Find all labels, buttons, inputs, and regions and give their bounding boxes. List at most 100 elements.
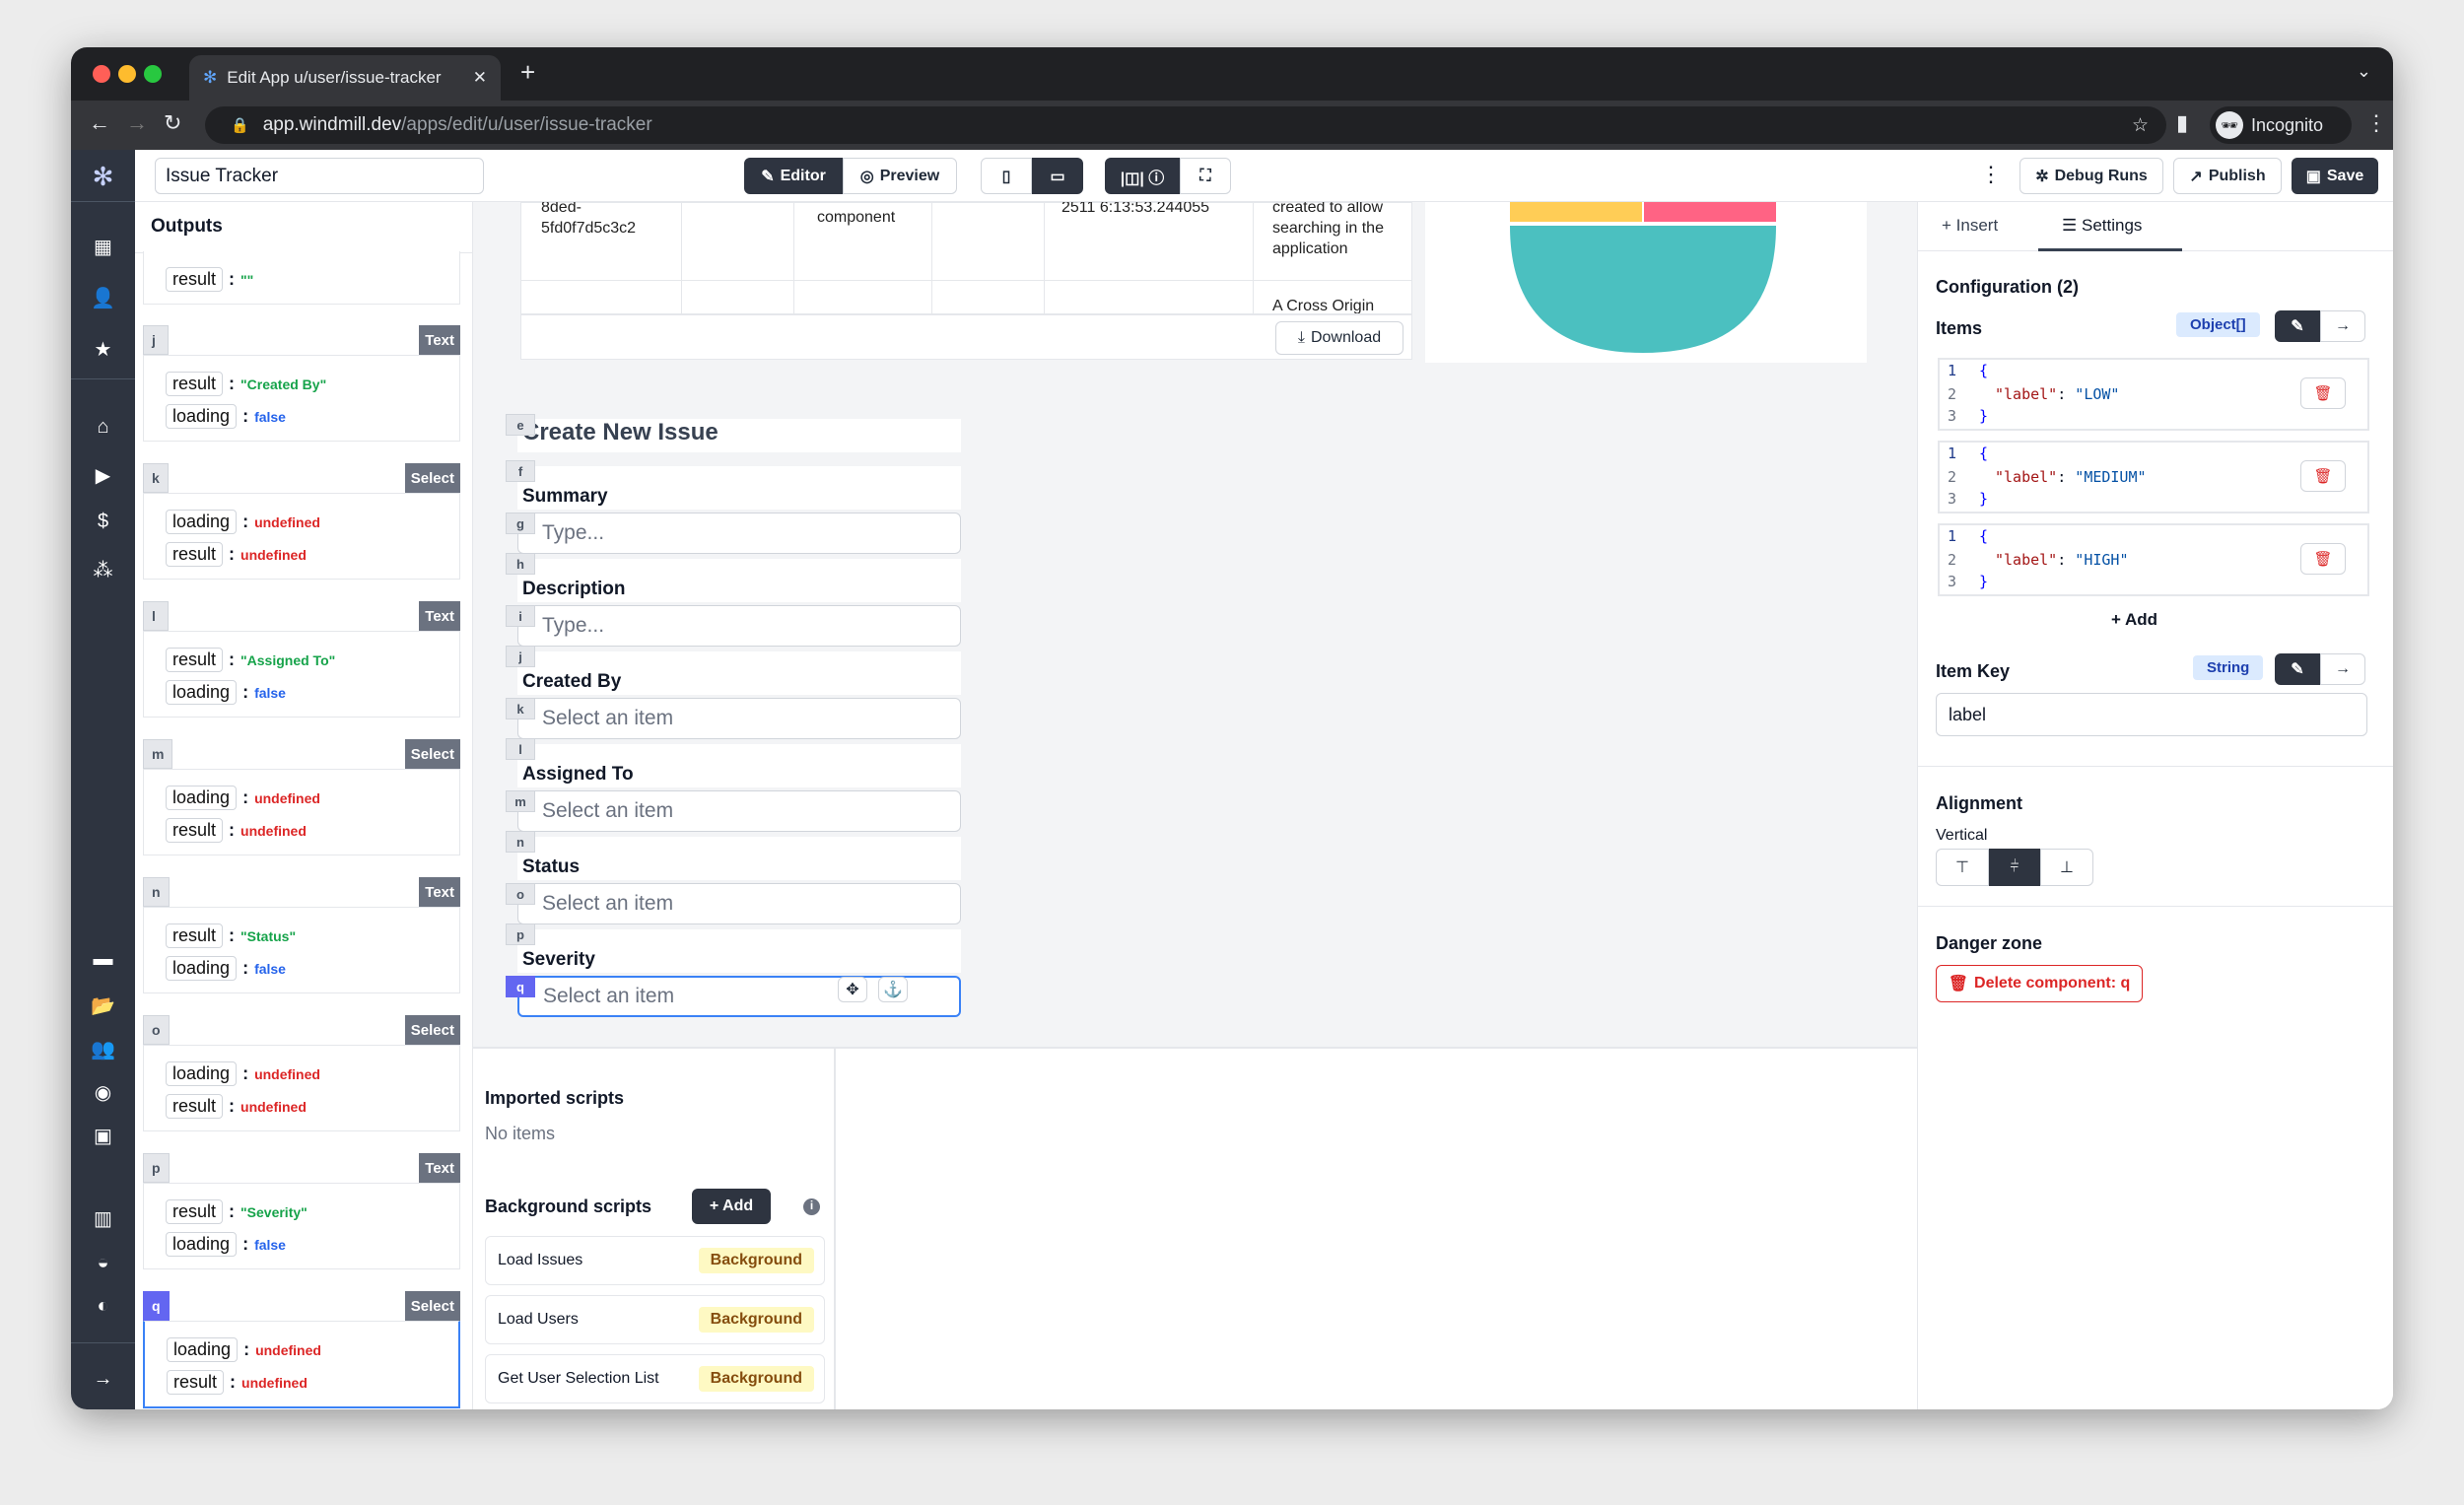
component-id-badge[interactable]: i (506, 605, 535, 627)
close-tab-icon[interactable]: ✕ (472, 68, 487, 87)
component-id-badge[interactable]: j (506, 646, 535, 667)
output-key[interactable]: loading (166, 1232, 238, 1257)
component-id-badge[interactable]: k (143, 463, 169, 493)
field-input[interactable]: Type... (517, 605, 961, 647)
output-key[interactable]: loading (166, 786, 238, 810)
pie-slice[interactable] (1644, 202, 1776, 222)
back-icon[interactable]: ← (89, 110, 110, 135)
forward-icon[interactable]: → (126, 110, 148, 135)
fullscreen-button[interactable]: ⛶ (1180, 158, 1231, 194)
item-key-input[interactable]: label (1936, 693, 2367, 736)
component-id-badge[interactable]: g (506, 513, 535, 534)
minimize-window-button[interactable] (118, 65, 136, 83)
windmill-logo-icon[interactable]: ✻ (92, 162, 114, 191)
component-id-badge[interactable]: h (506, 553, 535, 575)
align-center-button[interactable]: ⫩ (1989, 849, 2040, 886)
info-icon[interactable]: i (803, 1198, 820, 1215)
user-icon[interactable]: 👤 (91, 288, 115, 309)
url-field[interactable]: 🔒 app.windmill.dev/apps/edit/u/user/issu… (205, 106, 2166, 144)
add-background-script-button[interactable]: + Add (692, 1189, 771, 1224)
delete-item-button[interactable]: 🗑 (2300, 460, 2346, 492)
delete-component-button[interactable]: 🗑 Delete component: q (1936, 965, 2143, 1002)
expand-sidebar-icon[interactable]: → (93, 1368, 113, 1390)
browser-menu-icon[interactable]: ⋮ (2365, 110, 2387, 135)
mobile-view-button[interactable]: ▯ (981, 158, 1032, 194)
more-menu-icon[interactable]: ⋮ (1980, 162, 2002, 186)
side-panel-icon[interactable]: ▮ (2176, 110, 2189, 135)
editor-mode-button[interactable]: ✎ Editor (744, 158, 843, 194)
close-window-button[interactable] (93, 65, 110, 83)
field-input[interactable]: Select an item (517, 883, 961, 924)
component-id-badge[interactable]: q (506, 976, 535, 997)
output-key[interactable]: result (167, 1370, 225, 1395)
profile-button[interactable]: 🕶 Incognito (2210, 106, 2352, 144)
anchor-icon[interactable]: ⚓ (878, 977, 908, 1002)
move-handle-icon[interactable]: ✥ (838, 977, 867, 1002)
add-item-button[interactable]: + Add (2111, 610, 2158, 629)
bookmark-star-icon[interactable]: ☆ (2131, 114, 2149, 136)
component-id-badge[interactable]: f (506, 460, 535, 482)
home-icon[interactable]: ⌂ (97, 416, 109, 438)
static-mode-button[interactable]: ✎ (2275, 310, 2320, 342)
field-input[interactable]: Select an item (517, 790, 961, 832)
new-tab-button[interactable]: + (520, 57, 536, 87)
desktop-view-button[interactable]: ▭ (1032, 158, 1083, 194)
output-key[interactable]: result (166, 372, 224, 396)
component-id-badge[interactable]: q (143, 1291, 170, 1321)
field-label[interactable]: Assigned To (517, 744, 961, 787)
app-name-input[interactable]: Issue Tracker (155, 158, 484, 194)
component-id-badge[interactable]: o (506, 883, 535, 905)
download-button[interactable]: ⤓ Download (1275, 321, 1403, 355)
docs-book-icon[interactable]: ▥ (94, 1208, 112, 1230)
output-key[interactable]: result (166, 267, 224, 292)
component-id-badge[interactable]: n (506, 831, 535, 853)
delete-item-button[interactable]: 🗑 (2300, 377, 2346, 409)
output-key[interactable]: loading (166, 956, 238, 981)
maximize-window-button[interactable] (144, 65, 162, 83)
component-id-badge[interactable]: p (143, 1153, 170, 1183)
field-label[interactable]: Severity (517, 929, 961, 973)
field-label[interactable]: Created By (517, 651, 961, 695)
tab-insert[interactable]: + Insert (1942, 216, 1999, 235)
component-id-badge[interactable]: m (143, 739, 173, 769)
component-id-badge[interactable]: l (143, 601, 169, 631)
field-label[interactable]: Description (517, 559, 961, 602)
background-script-item[interactable]: Load Users Background (485, 1295, 825, 1344)
output-key[interactable]: loading (166, 680, 238, 705)
discord-icon[interactable]: ◒ (97, 1252, 109, 1273)
field-label[interactable]: Status (517, 837, 961, 880)
delete-item-button[interactable]: 🗑 (2300, 543, 2346, 575)
fit-width-button[interactable]: |◫| ⓘ (1105, 158, 1180, 194)
github-icon[interactable]: ◐ (97, 1295, 109, 1317)
folders-icon[interactable]: 📂 (91, 995, 115, 1017)
component-id-badge[interactable]: j (143, 325, 169, 355)
component-id-badge[interactable]: e (506, 414, 535, 436)
output-key[interactable]: result (166, 648, 224, 672)
variables-dollar-icon[interactable]: $ (97, 511, 109, 532)
connect-mode-button[interactable]: → (2320, 310, 2365, 342)
output-key[interactable]: result (166, 542, 224, 567)
browser-tab[interactable]: ✻ Edit App u/user/issue-tracker ✕ (189, 55, 501, 101)
debug-runs-button[interactable]: ✲ Debug Runs (2019, 158, 2163, 194)
tab-settings[interactable]: ☰ Settings (2038, 202, 2182, 251)
component-id-badge[interactable]: m (506, 790, 535, 812)
pie-slice[interactable] (1510, 226, 1776, 353)
output-key[interactable]: result (166, 924, 224, 948)
field-input[interactable]: Type... (517, 513, 961, 554)
output-key[interactable]: loading (166, 404, 238, 429)
align-bottom-button[interactable]: ⊥ (2040, 849, 2093, 886)
tab-search-chevron-icon[interactable]: ⌄ (2356, 61, 2371, 81)
align-top-button[interactable]: ⊤ (1936, 849, 1989, 886)
item-key-static-button[interactable]: ✎ (2275, 653, 2320, 685)
schedules-calendar-icon[interactable]: ▬ (93, 948, 113, 970)
background-script-item[interactable]: Get User Selection List Background (485, 1354, 825, 1403)
component-id-badge[interactable]: p (506, 924, 535, 945)
field-label[interactable]: Summary (517, 466, 961, 510)
star-icon[interactable]: ★ (94, 339, 112, 361)
publish-button[interactable]: ↗ Publish (2173, 158, 2282, 194)
component-id-badge[interactable]: l (506, 738, 535, 760)
save-button[interactable]: ▣ Save (2292, 158, 2378, 194)
